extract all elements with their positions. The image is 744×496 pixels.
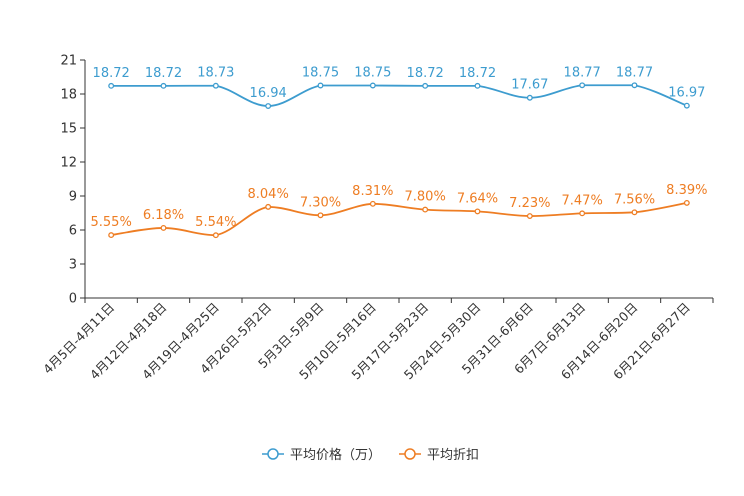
legend-marker-icon	[404, 448, 416, 460]
data-label-s1: 18.77	[616, 65, 653, 80]
y-tick-label: 18	[60, 88, 77, 103]
data-point-s2	[108, 232, 115, 239]
data-point-s1	[526, 94, 533, 101]
y-tick-label: 21	[60, 54, 77, 69]
data-label-s1: 18.77	[564, 65, 601, 80]
data-label-s2: 7.56%	[614, 192, 655, 207]
data-label-s2: 6.18%	[143, 208, 184, 223]
data-point-s1	[212, 82, 219, 89]
data-label-s2: 7.23%	[509, 196, 550, 211]
data-label-s1: 18.73	[197, 66, 234, 81]
data-point-s1	[631, 82, 638, 89]
data-point-s2	[160, 225, 167, 231]
data-label-s1: 16.97	[668, 86, 705, 101]
legend-label-1: 平均价格（万）	[290, 447, 381, 463]
series-line-2	[111, 202, 687, 237]
data-point-s2	[683, 199, 690, 206]
y-tick-label: 3	[69, 258, 77, 273]
data-label-s2: 8.31%	[352, 184, 393, 199]
data-point-s2	[369, 200, 376, 207]
data-label-s1: 17.67	[511, 78, 548, 93]
data-point-s1	[422, 82, 429, 89]
data-point-s2	[631, 209, 638, 216]
data-label-s2: 5.55%	[91, 215, 132, 230]
data-point-s1	[683, 102, 690, 109]
data-label-s1: 18.72	[145, 66, 182, 81]
data-point-s1	[160, 82, 167, 89]
data-label-s1: 18.75	[354, 66, 391, 81]
data-point-s2	[422, 206, 429, 213]
data-label-s1: 18.75	[302, 66, 339, 81]
y-tick-label: 15	[60, 122, 77, 137]
data-point-s1	[265, 103, 272, 109]
legend-marker-icon	[267, 448, 279, 460]
data-point-s1	[317, 82, 324, 89]
data-point-s1	[369, 82, 376, 89]
y-tick-label: 9	[69, 190, 77, 205]
y-tick-label: 6	[69, 224, 77, 239]
data-label-s2: 5.54%	[195, 215, 236, 230]
data-label-s2: 7.30%	[300, 195, 341, 210]
data-point-s2	[579, 210, 586, 217]
data-label-s2: 7.64%	[457, 191, 498, 206]
data-label-s2: 7.47%	[562, 193, 603, 208]
data-label-s1: 18.72	[407, 66, 444, 81]
data-label-s2: 8.04%	[248, 187, 289, 202]
series-line-1	[111, 84, 688, 107]
y-tick-label: 12	[60, 156, 77, 171]
data-label-s1: 18.72	[459, 66, 496, 81]
data-point-s2	[265, 203, 272, 210]
data-point-s1	[579, 82, 586, 89]
data-point-s2	[474, 208, 481, 215]
legend-label-2: 平均折扣	[427, 448, 479, 463]
data-label-s2: 7.80%	[405, 190, 446, 205]
data-label-s1: 16.94	[250, 86, 287, 101]
data-label-s1: 18.72	[93, 66, 130, 81]
data-point-s1	[474, 82, 481, 89]
data-point-s2	[212, 232, 219, 239]
data-point-s2	[317, 212, 324, 219]
data-point-s1	[108, 82, 115, 89]
data-label-s2: 8.39%	[666, 183, 707, 198]
data-point-s2	[526, 213, 533, 220]
y-tick-label: 0	[69, 292, 77, 307]
